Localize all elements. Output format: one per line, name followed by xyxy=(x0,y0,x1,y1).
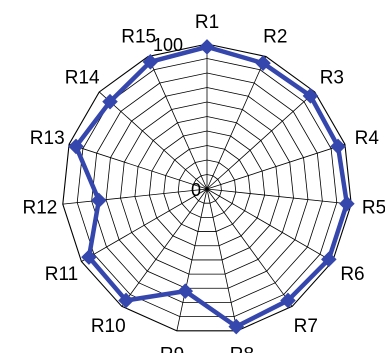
axis-label-r10: R10 xyxy=(91,316,126,337)
spoke-r6 xyxy=(206,188,333,262)
axis-label-r11: R11 xyxy=(45,264,78,285)
axis-label-r15: R15 xyxy=(121,27,156,48)
spoke-r13 xyxy=(68,143,208,190)
tick-label-max: 100 xyxy=(153,35,183,55)
data-point-r12 xyxy=(91,192,107,209)
data-point-r1 xyxy=(199,39,215,55)
grid-ring-outer xyxy=(62,43,352,332)
axis-label-r14: R14 xyxy=(65,68,100,89)
spoke-r9 xyxy=(176,188,208,331)
data-point-r4 xyxy=(330,138,346,155)
spoke-r7 xyxy=(206,188,293,307)
axis-label-r7: R7 xyxy=(294,316,318,337)
grid-ring-7 xyxy=(105,87,309,289)
data-point-r9 xyxy=(177,283,194,299)
axis-label-r4: R4 xyxy=(355,128,380,149)
axis-label-r5: R5 xyxy=(362,198,385,219)
spoke-r2 xyxy=(206,56,267,190)
data-point-r15 xyxy=(142,54,159,70)
radar-series xyxy=(68,39,355,335)
spoke-r14 xyxy=(98,91,208,190)
axis-label-r12: R12 xyxy=(22,198,57,219)
data-point-r14 xyxy=(102,93,118,110)
tick-label-min: 0 xyxy=(191,180,201,200)
axis-label-r8: R8 xyxy=(230,344,254,353)
grid-ring-2 xyxy=(177,159,237,218)
axis-label-r1: R1 xyxy=(195,12,219,33)
grid-ring-8 xyxy=(91,72,323,303)
grid-ring-9 xyxy=(76,58,338,318)
radar-labels: R1 R2 R3 R4 R5 R6 R7 R8 R9 R10 R11 R12 R13 R14 R15 0 100 xyxy=(22,12,385,353)
grid-ring-4 xyxy=(148,130,266,247)
grid-ring-6 xyxy=(120,101,294,275)
grid-ring-3 xyxy=(163,145,251,232)
axis-label-r2: R2 xyxy=(263,27,287,48)
spoke-r11 xyxy=(81,188,208,262)
axis-label-r13: R13 xyxy=(30,128,65,149)
axis-label-r6: R6 xyxy=(340,264,364,285)
grid-ring-1 xyxy=(192,174,222,204)
axis-label-r3: R3 xyxy=(320,68,344,89)
axis-label-r9: R9 xyxy=(160,344,184,353)
radar-grid xyxy=(62,43,352,332)
spoke-r15 xyxy=(147,56,208,190)
data-point-r5 xyxy=(339,195,355,212)
grid-ring-5 xyxy=(134,116,280,261)
spoke-r12 xyxy=(62,188,208,205)
spoke-r4 xyxy=(206,143,346,190)
data-point-r13 xyxy=(68,138,84,155)
spoke-r3 xyxy=(206,91,316,190)
series-1-line xyxy=(73,44,350,329)
spoke-r5 xyxy=(206,188,352,205)
spoke-r10 xyxy=(121,188,208,307)
spoke-r8 xyxy=(206,188,238,331)
data-point-r8 xyxy=(228,318,245,335)
